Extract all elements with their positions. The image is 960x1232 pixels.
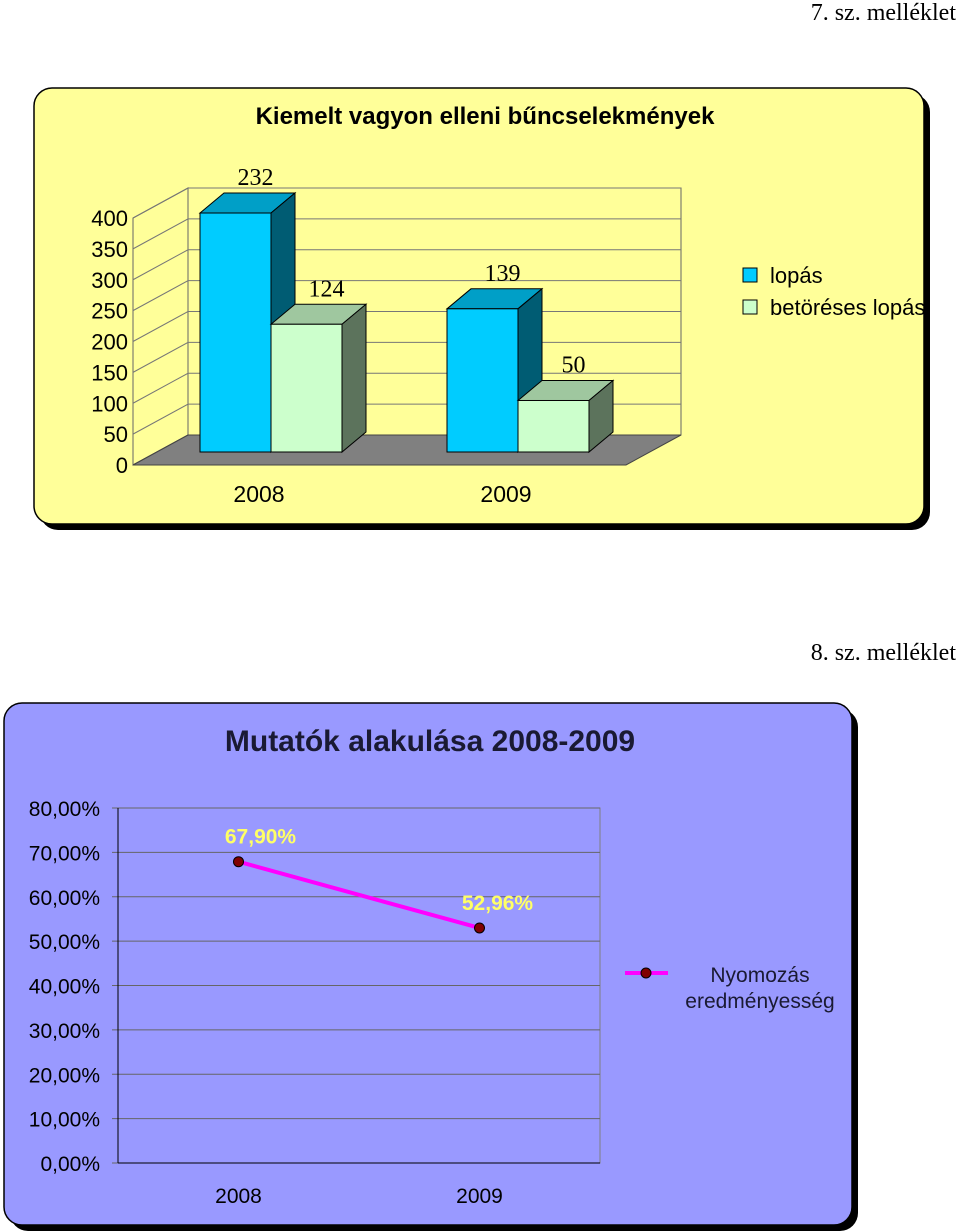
line-chart-indicators: Mutatók alakulása 2008-2009 0,00% 10,00% 2… (3, 702, 858, 1231)
chart2-data-label: 67,90% (225, 826, 297, 849)
chart1-y-tick-label: 100 (91, 391, 128, 416)
chart1-y-tick-label: 400 (91, 206, 128, 231)
chart2-y-tick-label: 70,00% (29, 842, 100, 865)
chart2-data-point (233, 856, 244, 868)
chart1-gridline (132, 187, 681, 219)
chart1-data-label: 124 (309, 276, 345, 302)
chart2-plot-area: 0,00% 10,00% 20,00% 30,00% 40,00% 50,00% 60,00… (29, 798, 601, 1208)
bar-betöréses lopás-2009 (517, 399, 590, 453)
chart2-y-tick-label: 40,00% (29, 976, 100, 999)
chart1-y-tick-label: 350 (91, 237, 128, 262)
chart2-legend-label-line: Nyomozás (710, 964, 809, 987)
chart1-legend: lopás betöréses lopás (742, 263, 925, 320)
chart2-legend-marker (640, 967, 652, 979)
bar-lopás-2008 (199, 212, 272, 453)
chart1-y-tick-label: 300 (91, 268, 128, 293)
chart2-y-tick-label: 50,00% (29, 931, 100, 954)
chart1-legend-label: lopás (770, 263, 823, 288)
chart1-y-tick-label: 200 (91, 330, 128, 355)
chart2-y-tick-label: 60,00% (29, 887, 100, 910)
chart1-legend-swatch (742, 267, 758, 283)
chart1-x-tick-label: 2008 (233, 481, 284, 507)
chart1-plot-area: 0 50 100 150 200 250 300 350 400 232 124 2008 139 50 2… (91, 165, 682, 507)
chart2-y-tick-label: 30,00% (29, 1020, 100, 1043)
chart1-data-label: 232 (238, 165, 274, 191)
chart1-gridline (132, 218, 681, 250)
chart1-legend-swatch (742, 299, 758, 315)
chart1-x-tick-label: 2009 (480, 481, 531, 507)
chart1-gridline (132, 280, 681, 312)
chart1-y-tick-label: 150 (91, 360, 128, 385)
chart2-data-label: 52,96% (462, 892, 534, 915)
chart2-legend-label-line: eredményesség (685, 990, 834, 1013)
chart2-series-line (237, 859, 481, 930)
annex-label-8: 8. sz. melléklet (810, 640, 956, 666)
chart2-y-tick-label: 80,00% (29, 798, 100, 821)
chart2-legend: Nyomozás eredményesség (625, 964, 835, 1013)
chart2-y-tick-label: 20,00% (29, 1064, 100, 1087)
chart2-title: Mutatók alakulása 2008-2009 (225, 725, 635, 758)
chart1-y-tick-label: 50 (104, 422, 128, 447)
chart2-y-tick-label: 0,00% (40, 1153, 100, 1176)
chart2-x-tick-label: 2008 (215, 1185, 262, 1208)
chart2-legend-label: Nyomozás eredményesség (685, 964, 834, 1013)
chart2-data-point (474, 922, 485, 934)
bar-chart-theft: Kiemelt vagyon elleni bűncselekmények 0 5… (33, 87, 930, 530)
chart1-legend-label: betöréses lopás (770, 295, 925, 320)
chart1-y-tick-label: 250 (91, 299, 128, 324)
bar-side-betöréses lopás-2008 (341, 303, 367, 454)
chart1-title: Kiemelt vagyon elleni bűncselekmények (256, 103, 716, 130)
chart1-data-label: 50 (562, 352, 586, 378)
chart1-data-label: 139 (485, 261, 521, 287)
annex-label-7: 7. sz. melléklet (810, 0, 956, 26)
chart2-x-tick-label: 2009 (456, 1185, 503, 1208)
bar-betöréses lopás-2008 (270, 323, 343, 453)
chart1-gridline (132, 249, 681, 281)
chart1-y-tick-label: 0 (116, 453, 128, 478)
chart2-y-tick-label: 10,00% (29, 1109, 100, 1132)
bar-lopás-2009 (446, 308, 519, 453)
